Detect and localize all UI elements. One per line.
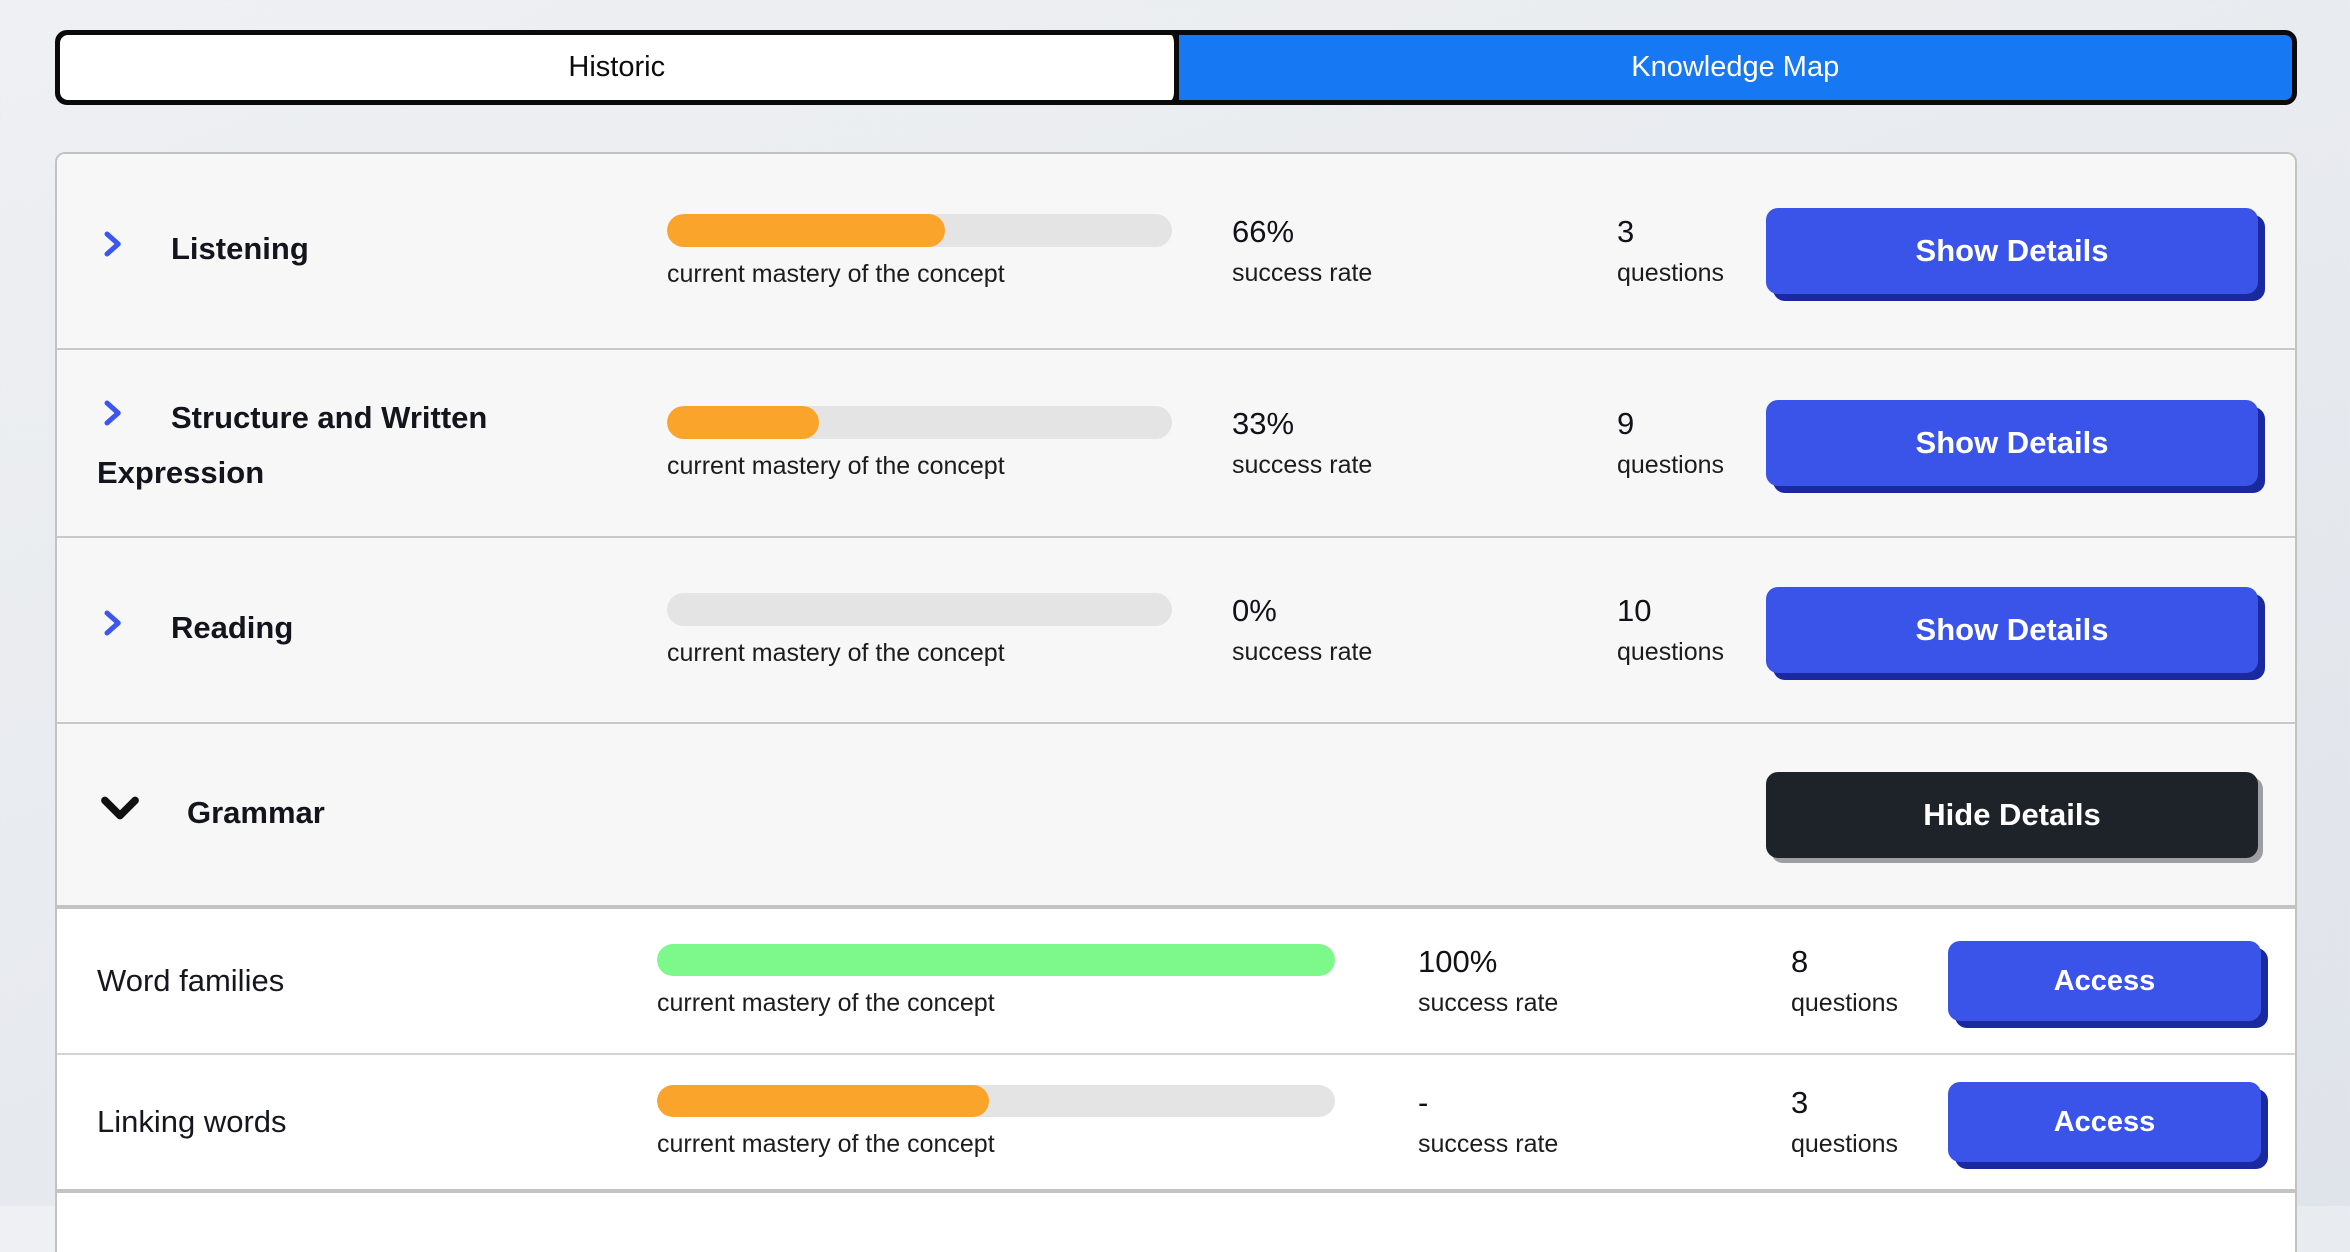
questions-value: 9: [1617, 406, 1635, 441]
chevron-right-icon[interactable]: [97, 600, 127, 660]
mastery-cell: current mastery of the concept: [667, 592, 1232, 668]
success-rate-value: 0%: [1232, 593, 1277, 628]
mastery-bar-track: [657, 944, 1335, 976]
questions-label: questions: [1617, 451, 1725, 479]
questions-value: 10: [1617, 593, 1652, 628]
mastery-bar-fill: [657, 1085, 990, 1117]
mastery-caption: current mastery of the concept: [667, 259, 1005, 288]
concept-row-grammar: Grammar Hide Details: [57, 722, 2295, 905]
success-rate-value: -: [1418, 1085, 1429, 1120]
concept-row-structure: Structure and Written Expression current…: [57, 348, 2295, 536]
tab-historic-label: Historic: [568, 51, 666, 83]
chevron-right-icon[interactable]: [97, 221, 127, 281]
show-details-button[interactable]: Show Details: [1766, 400, 2258, 486]
concept-title-cell: Listening: [97, 221, 627, 281]
success-rate-stat: 100% success rate: [1418, 944, 1791, 1018]
access-button[interactable]: Access: [1948, 941, 2261, 1021]
questions-value: 3: [1617, 214, 1635, 249]
concept-title: Reading: [171, 610, 294, 646]
questions-value: 3: [1791, 1085, 1809, 1120]
mastery-cell: current mastery of the concept: [657, 944, 1418, 1018]
success-rate-stat: - success rate: [1418, 1085, 1791, 1159]
success-rate-stat: 33% success rate: [1232, 406, 1617, 480]
mastery-caption: current mastery of the concept: [667, 638, 1005, 667]
questions-value: 8: [1791, 944, 1809, 979]
questions-label: questions: [1791, 1130, 1899, 1158]
questions-stat: 9 questions: [1617, 406, 1766, 480]
subconcept-row-partial: [57, 1189, 2295, 1252]
subconcept-title: Linking words: [97, 1104, 287, 1139]
mastery-caption: current mastery of the concept: [657, 989, 995, 1017]
mastery-cell: current mastery of the concept: [667, 213, 1232, 289]
success-rate-stat: 0% success rate: [1232, 593, 1617, 667]
tab-knowledge-map-label: Knowledge Map: [1631, 51, 1840, 83]
view-tabbar: Historic Knowledge Map: [55, 30, 2297, 105]
mastery-bar-track: [667, 213, 1172, 247]
success-rate-value: 66%: [1232, 214, 1295, 249]
success-rate-label: success rate: [1418, 1130, 1559, 1158]
mastery-bar-fill: [667, 405, 819, 439]
concept-row-listening: Listening current mastery of the concept…: [57, 154, 2295, 348]
success-rate-value: 33%: [1232, 406, 1295, 441]
success-rate-label: success rate: [1418, 989, 1559, 1017]
concept-title-cell: Reading: [97, 600, 627, 660]
chevron-down-icon[interactable]: [97, 791, 143, 839]
success-rate-label: success rate: [1232, 451, 1373, 479]
subconcept-title: Word families: [97, 963, 285, 998]
mastery-bar-track: [657, 1085, 1335, 1117]
questions-stat: 10 questions: [1617, 593, 1766, 667]
show-details-button[interactable]: Show Details: [1766, 587, 2258, 673]
chevron-right-icon[interactable]: [97, 390, 127, 450]
tab-historic[interactable]: Historic: [60, 35, 1179, 100]
concepts-card: Listening current mastery of the concept…: [55, 152, 2297, 1252]
subconcept-row-linking-words: Linking words current mastery of the con…: [57, 1053, 2295, 1189]
concept-title-cell: Structure and Written Expression: [97, 390, 627, 496]
mastery-bar-fill: [657, 944, 1335, 976]
mastery-cell: current mastery of the concept: [657, 1085, 1418, 1159]
mastery-caption: current mastery of the concept: [667, 451, 1005, 480]
mastery-cell: current mastery of the concept: [667, 405, 1232, 481]
questions-stat: 3 questions: [1617, 214, 1766, 288]
concept-title: Listening: [171, 231, 309, 267]
mastery-bar-track: [667, 592, 1172, 626]
show-details-button[interactable]: Show Details: [1766, 208, 2258, 294]
success-rate-value: 100%: [1418, 944, 1498, 979]
success-rate-stat: 66% success rate: [1232, 214, 1617, 288]
tab-knowledge-map[interactable]: Knowledge Map: [1178, 35, 2292, 100]
questions-label: questions: [1791, 989, 1899, 1017]
questions-stat: 3 questions: [1791, 1085, 1948, 1159]
success-rate-label: success rate: [1232, 638, 1373, 666]
success-rate-label: success rate: [1232, 259, 1373, 287]
questions-label: questions: [1617, 638, 1725, 666]
concept-title: Grammar: [187, 795, 325, 831]
mastery-caption: current mastery of the concept: [657, 1130, 995, 1158]
questions-label: questions: [1617, 259, 1725, 287]
questions-stat: 8 questions: [1791, 944, 1948, 1018]
concept-title-cell: Grammar: [97, 790, 627, 839]
concept-row-reading: Reading current mastery of the concept 0…: [57, 536, 2295, 722]
hide-details-button[interactable]: Hide Details: [1766, 771, 2258, 858]
mastery-bar-track: [667, 405, 1172, 439]
mastery-bar-fill: [667, 213, 945, 247]
access-button[interactable]: Access: [1948, 1082, 2261, 1162]
concept-title: Structure and Written Expression: [97, 399, 488, 490]
subconcept-row-word-families: Word families current mastery of the con…: [57, 905, 2295, 1053]
